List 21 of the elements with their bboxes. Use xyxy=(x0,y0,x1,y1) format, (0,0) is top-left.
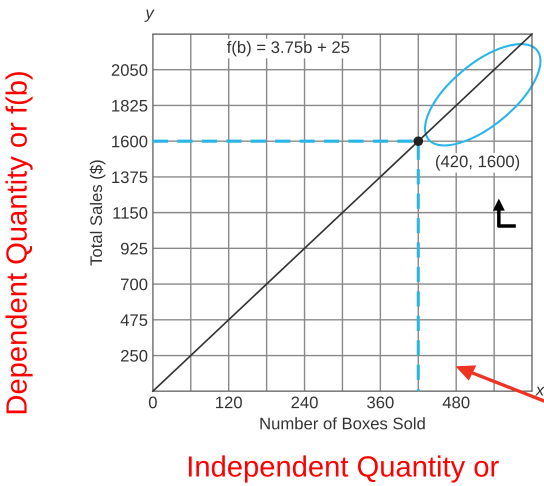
text: Independent Quantity or xyxy=(188,455,499,483)
annotation: f(b) = 3.75b + 25 xyxy=(226,40,350,56)
x-tick-label: 240 xyxy=(291,396,318,408)
y-tick-label: 250 xyxy=(121,350,148,362)
y-tick-label: 475 xyxy=(120,314,148,326)
y-tick-label: 2050 xyxy=(112,64,148,76)
x-tick-label: 120 xyxy=(216,396,242,408)
y-tick-label: 1150 xyxy=(113,207,148,219)
text: Dependent Quantity or f(b) xyxy=(5,72,33,414)
y-tick-label: 1375 xyxy=(112,171,148,184)
y-tick-label: 1600 xyxy=(112,136,148,148)
text: y xyxy=(144,10,155,22)
y-tick-label: 1825 xyxy=(112,100,148,112)
annotation: (420, 1600) xyxy=(436,155,520,171)
y-tick-label: 700 xyxy=(121,278,148,290)
x-tick-label: 360 xyxy=(367,396,394,408)
y-axis-title: Total Sales ($) xyxy=(90,160,106,266)
x-tick-label: 480 xyxy=(442,396,470,408)
x-axis-title: Number of Boxes Sold xyxy=(260,417,425,430)
x-tick-label: 0 xyxy=(148,396,157,408)
y-tick-label: 925 xyxy=(120,242,148,255)
